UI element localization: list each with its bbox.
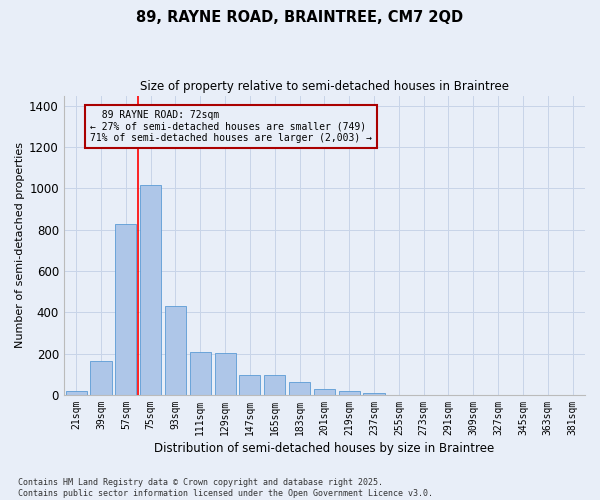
Bar — [91, 362, 112, 395]
Bar — [364, 394, 385, 395]
Bar — [190, 352, 211, 395]
Bar — [215, 352, 236, 395]
Bar — [115, 224, 136, 395]
Bar — [65, 391, 87, 395]
Y-axis label: Number of semi-detached properties: Number of semi-detached properties — [15, 142, 25, 348]
Bar — [264, 375, 285, 395]
Bar — [314, 389, 335, 395]
Bar — [140, 185, 161, 395]
Text: 89 RAYNE ROAD: 72sqm
← 27% of semi-detached houses are smaller (749)
71% of semi: 89 RAYNE ROAD: 72sqm ← 27% of semi-detac… — [90, 110, 372, 143]
Bar — [239, 375, 260, 395]
Bar — [338, 391, 360, 395]
X-axis label: Distribution of semi-detached houses by size in Braintree: Distribution of semi-detached houses by … — [154, 442, 494, 455]
Bar — [289, 382, 310, 395]
Text: 89, RAYNE ROAD, BRAINTREE, CM7 2QD: 89, RAYNE ROAD, BRAINTREE, CM7 2QD — [136, 10, 464, 25]
Text: Contains HM Land Registry data © Crown copyright and database right 2025.
Contai: Contains HM Land Registry data © Crown c… — [18, 478, 433, 498]
Title: Size of property relative to semi-detached houses in Braintree: Size of property relative to semi-detach… — [140, 80, 509, 93]
Bar — [165, 306, 186, 395]
